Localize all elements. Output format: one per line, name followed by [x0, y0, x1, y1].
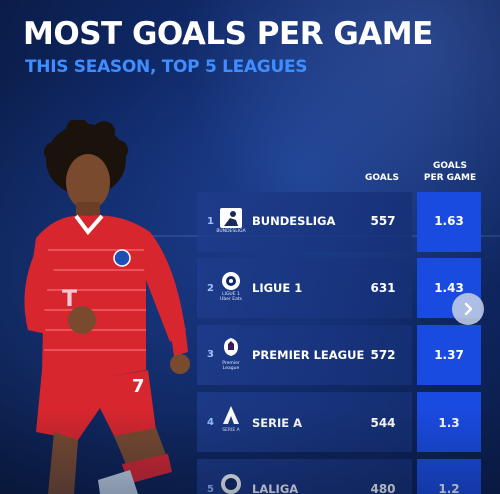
rank-number: 4 [207, 417, 214, 428]
gpg-cell-highlight [417, 192, 481, 252]
league-name: SERIE A [252, 416, 303, 430]
gpg-value: 1.2 [438, 482, 460, 494]
league-name: PREMIER LEAGUE [252, 348, 365, 362]
rank-number: 5 [207, 484, 214, 494]
player-image: T 7 [24, 120, 190, 494]
goals-value: 480 [370, 482, 396, 494]
next-slide-button[interactable] [452, 293, 484, 325]
serie-a-icon [223, 406, 239, 424]
goals-column-header: GOALS [365, 173, 399, 183]
serie-a-logo-caption: SERIE A [222, 428, 240, 433]
goals-value: 631 [370, 281, 396, 295]
ligue1-icon [222, 272, 240, 290]
league-name: BUNDESLIGA [252, 214, 336, 228]
goals-value: 544 [370, 416, 396, 430]
gpg-value: 1.43 [434, 281, 464, 295]
svg-text:T: T [62, 287, 77, 312]
gpg-cell-highlight [417, 459, 481, 494]
rank-number: 3 [207, 349, 214, 360]
chevron-right-icon [464, 302, 473, 316]
league-name: LALIGA [252, 482, 299, 494]
gpg-column-header-line2: PER GAME [423, 173, 477, 183]
laliga-icon [221, 474, 241, 494]
gpg-cell-highlight [417, 392, 481, 452]
league-name: LIGUE 1 [252, 281, 303, 295]
gpg-cell-highlight [417, 325, 481, 385]
gpg-column-header-line1: GOALS [433, 161, 467, 171]
goals-value: 572 [370, 348, 396, 362]
bundesliga-logo-caption: BUNDESLIGA [216, 229, 246, 234]
rank-number: 1 [207, 216, 214, 227]
table-row [197, 392, 412, 452]
premier-league-logo-caption: Premier League [222, 361, 240, 371]
gpg-value: 1.37 [434, 348, 464, 362]
ligue1-logo-caption: LIGUE 1 Uber Eats [220, 292, 242, 302]
bundesliga-icon [220, 208, 242, 228]
goals-value: 557 [370, 214, 396, 228]
page-subtitle: THIS SEASON, TOP 5 LEAGUES [25, 57, 308, 77]
svg-text:7: 7 [132, 376, 145, 397]
gpg-value: 1.63 [434, 214, 464, 228]
rank-number: 2 [207, 283, 214, 294]
page-title: MOST GOALS PER GAME [23, 16, 433, 52]
gpg-value: 1.3 [438, 416, 460, 430]
premier-league-icon [224, 338, 238, 356]
